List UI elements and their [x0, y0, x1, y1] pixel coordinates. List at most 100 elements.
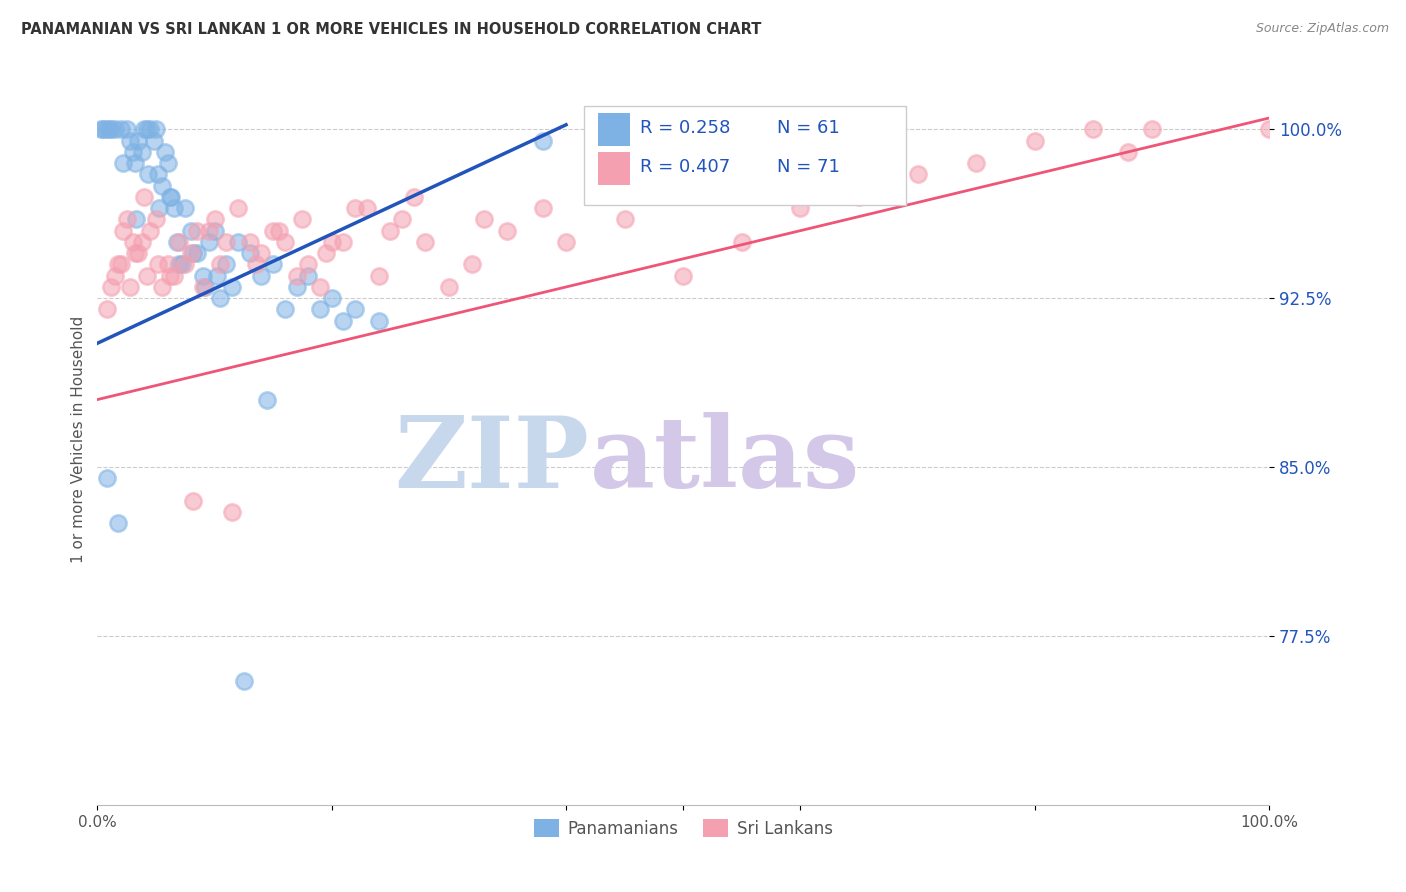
Point	[142, 134, 165, 148]
Point	[232, 674, 254, 689]
Point	[321, 291, 343, 305]
Point	[194, 280, 217, 294]
Point	[174, 257, 197, 271]
Point	[309, 302, 332, 317]
Point	[96, 302, 118, 317]
Point	[127, 134, 149, 148]
Point	[134, 122, 156, 136]
Point	[110, 257, 132, 271]
Text: atlas: atlas	[589, 412, 859, 509]
Point	[250, 246, 273, 260]
Point	[367, 268, 389, 283]
Text: R = 0.258: R = 0.258	[640, 119, 730, 136]
Point	[112, 156, 135, 170]
Point	[285, 280, 308, 294]
Point	[148, 167, 170, 181]
Point	[90, 122, 112, 136]
Point	[315, 246, 337, 260]
Point	[134, 190, 156, 204]
Point	[1140, 122, 1163, 136]
Legend: Panamanians, Sri Lankans: Panamanians, Sri Lankans	[527, 813, 839, 844]
Point	[104, 122, 127, 136]
Point	[120, 280, 142, 294]
Point	[262, 257, 284, 271]
Point	[96, 471, 118, 485]
Point	[150, 178, 173, 193]
Point	[221, 505, 243, 519]
Point	[344, 302, 367, 317]
Point	[121, 235, 143, 249]
Point	[124, 246, 146, 260]
Point	[191, 268, 214, 283]
Point	[472, 212, 495, 227]
Point	[139, 122, 162, 136]
Point	[274, 235, 297, 249]
Point	[215, 235, 238, 249]
Point	[98, 122, 121, 136]
Point	[145, 122, 167, 136]
Point	[156, 156, 179, 170]
Bar	[598, 152, 630, 185]
Point	[380, 224, 402, 238]
Point	[131, 235, 153, 249]
Text: PANAMANIAN VS SRI LANKAN 1 OR MORE VEHICLES IN HOUSEHOLD CORRELATION CHART: PANAMANIAN VS SRI LANKAN 1 OR MORE VEHIC…	[21, 22, 762, 37]
Point	[1083, 122, 1105, 136]
Point	[256, 392, 278, 407]
Point	[148, 201, 170, 215]
Point	[204, 212, 226, 227]
Point	[197, 235, 219, 249]
Point	[250, 268, 273, 283]
Point	[239, 246, 262, 260]
Point	[100, 122, 122, 136]
Point	[267, 224, 290, 238]
Point	[91, 122, 114, 136]
Point	[121, 145, 143, 159]
Point	[183, 246, 205, 260]
Point	[209, 291, 232, 305]
Y-axis label: 1 or more Vehicles in Household: 1 or more Vehicles in Household	[72, 316, 86, 563]
Point	[124, 156, 146, 170]
Point	[356, 201, 378, 215]
Point	[1258, 122, 1281, 136]
Text: R = 0.407: R = 0.407	[640, 158, 730, 176]
Point	[115, 122, 138, 136]
Point	[531, 134, 554, 148]
Point	[205, 268, 228, 283]
Point	[148, 257, 170, 271]
Point	[112, 224, 135, 238]
Text: ZIP: ZIP	[395, 412, 589, 509]
Point	[285, 268, 308, 283]
Bar	[583, 106, 905, 205]
Point	[169, 257, 191, 271]
Point	[104, 268, 127, 283]
Point	[391, 212, 413, 227]
Point	[191, 280, 214, 294]
Point	[135, 122, 157, 136]
Point	[156, 257, 179, 271]
Point	[262, 224, 284, 238]
Point	[965, 156, 987, 170]
Point	[215, 257, 238, 271]
Point	[120, 134, 142, 148]
Point	[170, 257, 193, 271]
Point	[239, 235, 262, 249]
Point	[291, 212, 314, 227]
Point	[183, 494, 205, 508]
Text: Source: ZipAtlas.com: Source: ZipAtlas.com	[1256, 22, 1389, 36]
Point	[321, 235, 343, 249]
Point	[162, 201, 184, 215]
Point	[437, 280, 460, 294]
Point	[107, 257, 129, 271]
Point	[274, 302, 297, 317]
Point	[136, 167, 159, 181]
Point	[461, 257, 484, 271]
Point	[115, 212, 138, 227]
Point	[125, 212, 148, 227]
Point	[297, 257, 319, 271]
Point	[332, 235, 354, 249]
Point	[131, 145, 153, 159]
Point	[221, 280, 243, 294]
Point	[672, 268, 695, 283]
Text: N = 71: N = 71	[778, 158, 839, 176]
Point	[332, 314, 354, 328]
